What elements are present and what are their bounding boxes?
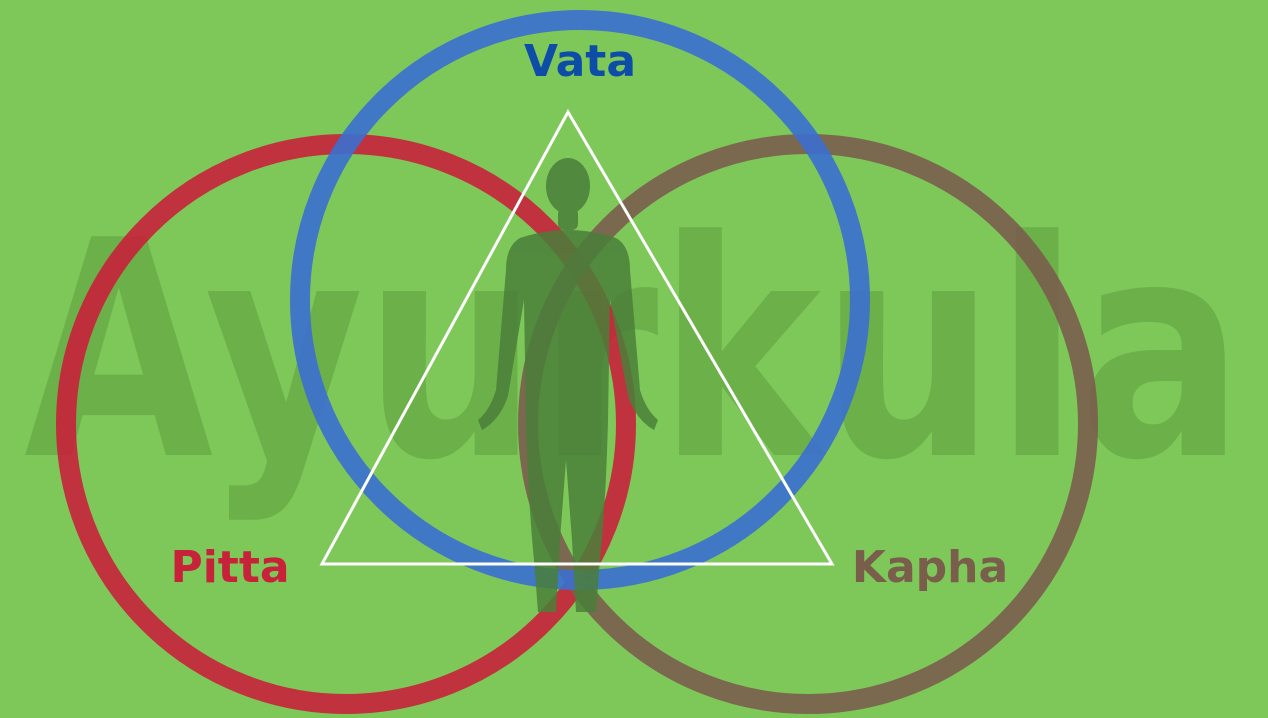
triangle-outline bbox=[319, 108, 835, 566]
human-body-silhouette-icon bbox=[478, 158, 658, 612]
vata-label: Vata bbox=[524, 36, 636, 87]
pitta-label: Pitta bbox=[170, 542, 289, 593]
kapha-label: Kapha bbox=[852, 542, 1008, 593]
